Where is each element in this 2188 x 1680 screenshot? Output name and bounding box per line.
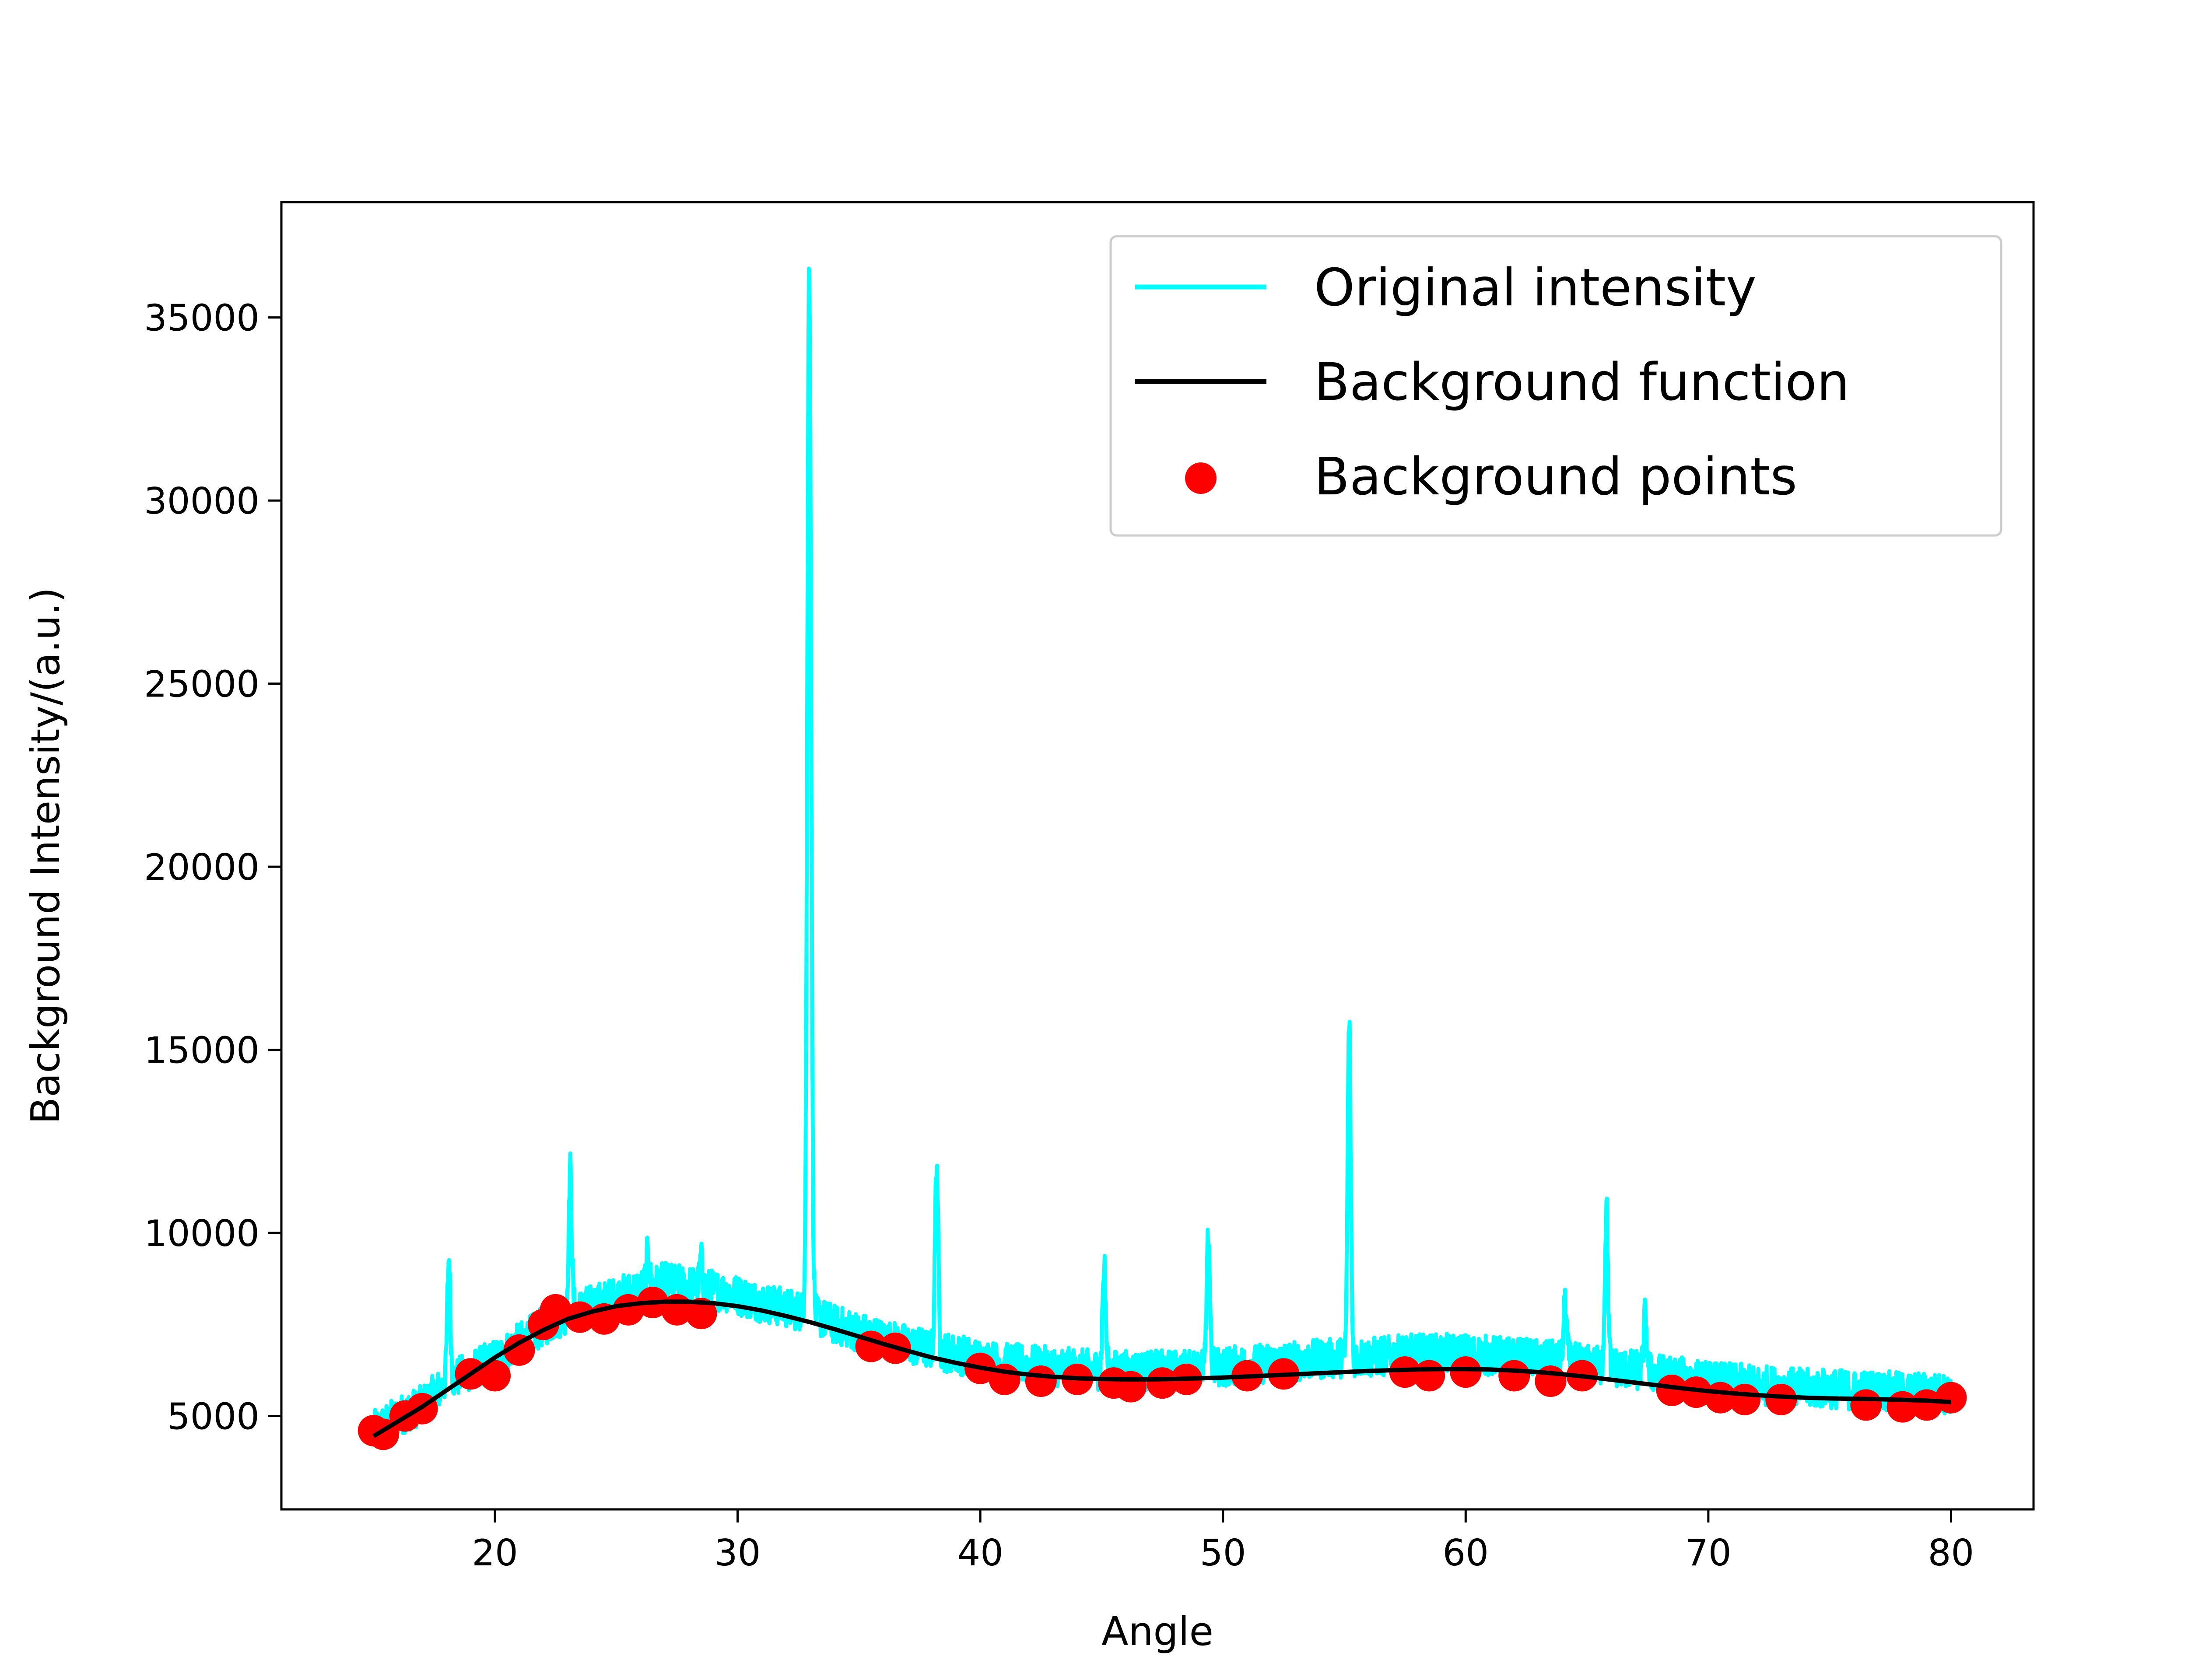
plot-frame — [280, 201, 2035, 1511]
y-tick-label: 25000 — [144, 663, 259, 706]
y-tick-label: 10000 — [144, 1212, 259, 1255]
legend-swatch-background-points — [1185, 462, 1217, 494]
legend-label-background-points: Background points — [1314, 446, 1797, 507]
x-tick-label: 20 — [472, 1532, 518, 1574]
x-tick-label: 30 — [715, 1532, 761, 1574]
x-tick-label: 70 — [1685, 1532, 1732, 1574]
background-point — [1389, 1356, 1421, 1388]
background-point — [1680, 1376, 1712, 1408]
background-point — [1765, 1383, 1797, 1415]
background-point — [1935, 1382, 1967, 1414]
x-tick-label: 50 — [1200, 1532, 1246, 1574]
x-axis-label: Angle — [1101, 1609, 1213, 1655]
y-tick-label: 15000 — [144, 1029, 259, 1072]
background-point — [1025, 1365, 1057, 1397]
background-point — [540, 1294, 572, 1326]
legend-box — [1109, 235, 2002, 537]
legend: Original intensity Background function B… — [1109, 235, 2002, 537]
background-point — [1413, 1360, 1445, 1392]
background-point — [685, 1298, 717, 1330]
background-point — [503, 1334, 535, 1366]
x-tick-label: 80 — [1928, 1532, 1974, 1574]
background-point — [1450, 1356, 1482, 1388]
background-point — [1911, 1389, 1943, 1421]
background-point — [1115, 1371, 1147, 1403]
background-point — [1850, 1389, 1882, 1421]
y-axis: 5000 10000 15000 20000 25000 30000 35000 — [144, 297, 281, 1438]
y-tick-label: 30000 — [144, 480, 259, 522]
y-tick-label: 35000 — [144, 297, 259, 340]
background-point — [479, 1360, 511, 1392]
series-background-function — [372, 1299, 1951, 1438]
legend-label-background-function: Background function — [1314, 352, 1850, 412]
x-axis: 20 30 40 50 60 70 80 — [472, 1509, 1974, 1574]
y-tick-label: 20000 — [144, 846, 259, 889]
background-point — [1656, 1374, 1688, 1406]
background-point — [1729, 1383, 1761, 1415]
series-layer — [358, 266, 1967, 1450]
background-point — [1147, 1367, 1178, 1399]
y-tick-label: 5000 — [167, 1396, 259, 1438]
x-tick-label: 60 — [1442, 1532, 1489, 1574]
x-tick-label: 40 — [957, 1532, 1003, 1574]
background-point — [1498, 1360, 1530, 1392]
legend-label-original: Original intensity — [1314, 257, 1757, 318]
y-axis-label: Background Intensity/(a.u.) — [23, 587, 69, 1124]
